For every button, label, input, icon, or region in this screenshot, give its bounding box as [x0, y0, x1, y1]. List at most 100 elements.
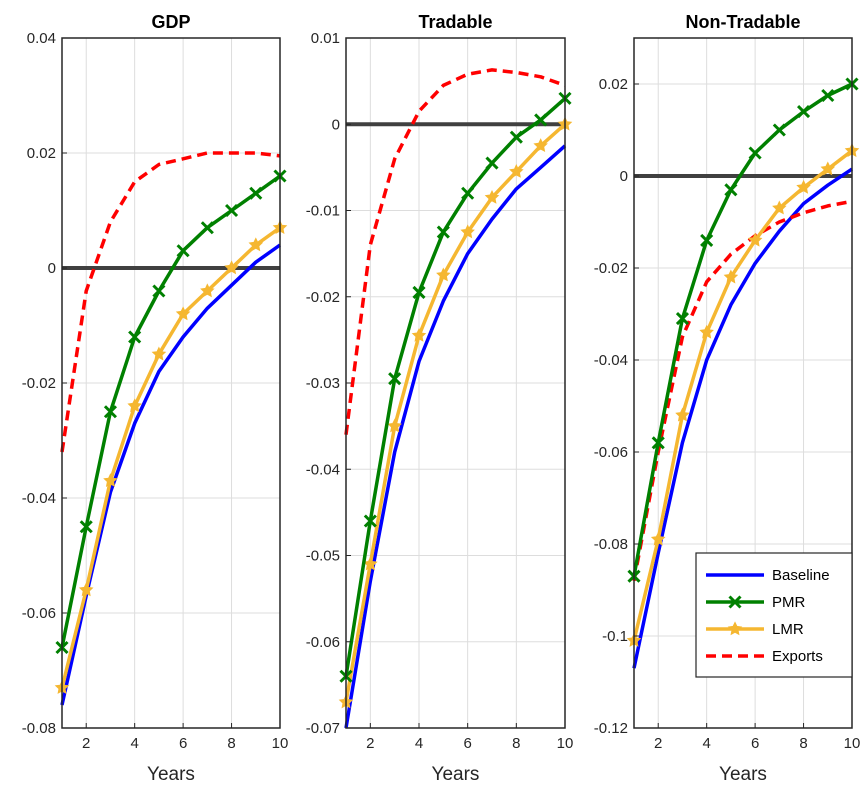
legend-marker-pmr	[728, 595, 742, 609]
x-tick-label: 4	[415, 735, 423, 752]
point-pmr	[821, 88, 835, 103]
legend-label-baseline: Baseline	[772, 567, 830, 584]
x-axis-label: Years	[719, 764, 767, 785]
point-pmr	[152, 284, 166, 298]
series-line-lmr	[344, 122, 567, 703]
point-lmr	[460, 224, 475, 239]
y-tick-label: -0.02	[306, 289, 340, 306]
point-pmr	[103, 405, 118, 419]
chart-title: Non-Tradable	[685, 12, 800, 32]
y-tick-label: 0	[48, 260, 56, 277]
y-tick-label: -0.04	[306, 461, 340, 478]
point-pmr	[388, 372, 402, 386]
point-pmr	[461, 186, 475, 200]
point-pmr	[772, 123, 786, 137]
series-line-lmr	[60, 226, 282, 689]
y-tick-label: -0.05	[306, 548, 340, 565]
y-tick-label: -0.01	[306, 203, 340, 220]
point-pmr	[748, 146, 762, 160]
point-lmr	[387, 418, 402, 433]
x-tick-label: 8	[512, 735, 520, 752]
point-lmr	[484, 189, 500, 204]
x-tick-label: 8	[799, 735, 807, 752]
point-lmr	[747, 232, 763, 247]
point-pmr	[651, 436, 665, 450]
x-tick-label: 6	[463, 735, 471, 752]
series-line-exports	[60, 151, 281, 453]
point-lmr	[248, 237, 264, 252]
x-tick-label: 4	[130, 735, 138, 752]
point-pmr	[412, 285, 426, 299]
y-tick-label: 0	[620, 168, 628, 185]
point-lmr	[127, 398, 142, 413]
series-line-baseline	[60, 243, 282, 706]
x-tick-label: 2	[366, 735, 374, 752]
point-pmr	[176, 244, 190, 258]
point-lmr	[103, 473, 118, 487]
chart-title: Tradable	[418, 12, 492, 32]
y-tick-label: 0.01	[311, 30, 340, 47]
legend-label-exports: Exports	[772, 648, 823, 665]
point-pmr	[436, 225, 450, 239]
y-tick-label: -0.1	[602, 628, 628, 645]
x-axis-label: Years	[147, 764, 195, 785]
point-pmr	[200, 221, 214, 235]
point-pmr	[675, 312, 690, 326]
series-line-baseline	[344, 144, 567, 729]
point-lmr	[175, 306, 191, 321]
panel-tradable: -0.07 -0.06 -0.05 -0.04 -0.03 -0.02 -0.01 0 0.01…	[306, 12, 574, 785]
x-tick-label: 4	[702, 735, 710, 752]
y-tick-label: 0	[332, 116, 340, 133]
x-tick-label: 2	[82, 735, 90, 752]
point-pmr	[534, 113, 548, 127]
point-lmr	[796, 179, 811, 194]
series-line-exports	[632, 199, 853, 582]
point-lmr	[224, 260, 239, 275]
legend: Baseline PMR LMR Exports	[695, 552, 853, 678]
y-tick-label: -0.02	[594, 260, 628, 277]
point-lmr	[650, 531, 666, 546]
series-line-pmr	[632, 82, 853, 577]
point-lmr	[675, 407, 690, 422]
y-tick-label: 0.02	[599, 76, 628, 93]
panel-gdp: -0.08 -0.06 -0.04 -0.02 0 0.02 0.04 2 4 6 8 10 GDP Ye…	[22, 12, 289, 785]
y-tick-label: -0.08	[594, 536, 628, 553]
point-lmr	[151, 346, 167, 361]
y-tick-label: 0.02	[27, 145, 56, 162]
x-tick-label: 10	[557, 735, 574, 752]
point-lmr	[772, 200, 787, 215]
legend-marker-lmr	[727, 621, 743, 636]
point-lmr	[78, 582, 94, 597]
y-tick-label: -0.04	[22, 490, 56, 507]
point-pmr	[79, 520, 93, 534]
y-tick-label: -0.03	[306, 375, 340, 392]
point-pmr	[724, 183, 738, 197]
y-tick-label: -0.06	[22, 605, 56, 622]
point-pmr	[224, 203, 239, 218]
point-lmr	[411, 327, 427, 342]
x-tick-label: 10	[272, 735, 289, 752]
series-line-pmr	[344, 97, 567, 677]
series-line-lmr	[632, 149, 854, 642]
series-line-pmr	[60, 174, 282, 648]
point-pmr	[796, 105, 811, 119]
point-pmr	[128, 330, 142, 344]
x-axis-label: Years	[432, 764, 480, 785]
y-tick-label: -0.04	[594, 352, 628, 369]
point-pmr	[485, 156, 499, 170]
y-tick-label: -0.06	[594, 444, 628, 461]
point-lmr	[699, 324, 714, 339]
point-lmr	[436, 267, 451, 282]
y-tick-label: 0.04	[27, 30, 56, 47]
y-tick-label: -0.08	[22, 720, 56, 737]
y-tick-label: -0.12	[594, 720, 628, 737]
point-pmr	[700, 233, 714, 247]
y-tick-label: -0.07	[306, 720, 340, 737]
point-lmr	[820, 161, 836, 176]
x-tick-label: 10	[844, 735, 861, 752]
point-pmr	[249, 186, 263, 200]
point-pmr	[363, 514, 377, 528]
axes-box	[633, 37, 853, 729]
point-lmr	[723, 269, 739, 284]
